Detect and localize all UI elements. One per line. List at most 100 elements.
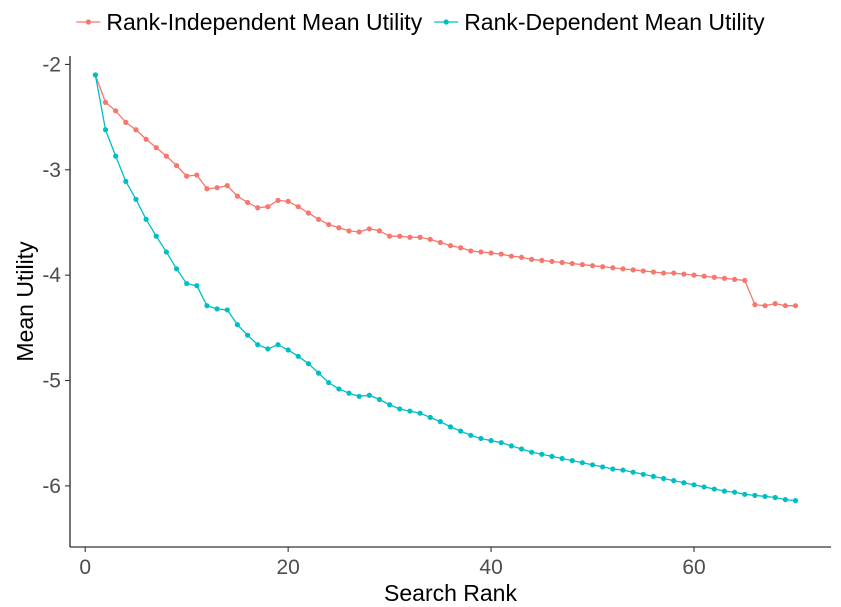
data-point bbox=[295, 204, 301, 210]
legend-key-point bbox=[443, 19, 449, 25]
data-point bbox=[721, 275, 728, 281]
data-point bbox=[285, 198, 291, 204]
data-point bbox=[376, 396, 383, 403]
data-point bbox=[356, 393, 362, 399]
data-point bbox=[610, 265, 616, 271]
data-point bbox=[640, 268, 646, 274]
data-point bbox=[589, 462, 596, 468]
data-point bbox=[346, 228, 352, 234]
series-2 bbox=[92, 72, 799, 504]
data-point bbox=[508, 253, 514, 259]
data-point bbox=[407, 234, 413, 240]
data-point bbox=[508, 443, 514, 449]
data-point bbox=[275, 342, 281, 348]
data-point bbox=[447, 424, 454, 430]
data-point bbox=[539, 257, 545, 264]
data-point bbox=[143, 136, 149, 142]
data-point bbox=[234, 322, 241, 328]
data-point bbox=[224, 183, 230, 189]
data-point bbox=[326, 221, 332, 228]
axes: 0 20 40 60 -2 -3 -4 -5 -6 bbox=[42, 53, 831, 579]
data-point bbox=[549, 453, 555, 459]
data-point bbox=[772, 301, 778, 307]
data-point bbox=[123, 178, 129, 184]
data-point bbox=[792, 498, 799, 504]
data-point bbox=[224, 307, 230, 313]
data-point bbox=[549, 258, 555, 265]
legend-label: Rank-Dependent Mean Utility bbox=[464, 9, 765, 35]
data-point bbox=[356, 229, 362, 235]
data-point bbox=[660, 475, 667, 482]
data-point bbox=[244, 332, 251, 338]
data-point bbox=[397, 406, 403, 412]
data-point bbox=[630, 469, 636, 475]
data-point bbox=[397, 233, 403, 239]
data-point bbox=[600, 264, 606, 270]
data-point bbox=[732, 489, 738, 495]
data-point bbox=[387, 402, 393, 408]
data-point bbox=[660, 270, 667, 276]
data-point bbox=[488, 437, 494, 444]
data-point bbox=[468, 248, 474, 254]
data-point bbox=[113, 153, 119, 159]
data-point bbox=[143, 216, 149, 222]
data-point bbox=[173, 266, 180, 272]
data-point bbox=[752, 302, 758, 308]
series-line bbox=[94, 74, 796, 502]
data-point bbox=[762, 303, 768, 309]
data-point bbox=[721, 488, 728, 494]
data-point bbox=[691, 272, 697, 278]
data-point bbox=[782, 303, 788, 309]
data-point bbox=[458, 245, 464, 251]
data-point bbox=[569, 458, 575, 464]
data-point bbox=[620, 467, 626, 473]
data-point bbox=[711, 274, 717, 280]
data-point bbox=[468, 432, 474, 438]
data-point bbox=[650, 269, 657, 275]
data-point bbox=[437, 419, 443, 425]
legend: Rank-Independent Mean Utility Rank-Depend… bbox=[76, 9, 765, 35]
x-tick-label: 0 bbox=[79, 556, 91, 579]
data-point bbox=[458, 428, 464, 434]
data-point bbox=[630, 267, 636, 273]
data-point bbox=[559, 259, 565, 266]
data-point bbox=[691, 482, 697, 488]
data-point bbox=[742, 277, 748, 284]
data-point bbox=[427, 236, 433, 242]
data-point bbox=[315, 216, 322, 222]
data-point bbox=[498, 440, 504, 446]
data-point bbox=[579, 460, 586, 466]
data-point bbox=[640, 471, 646, 477]
data-point bbox=[417, 234, 423, 240]
data-point bbox=[315, 370, 322, 376]
data-point bbox=[113, 108, 119, 114]
x-axis-title: Search Rank bbox=[384, 580, 517, 606]
y-tick-label: -5 bbox=[42, 370, 61, 393]
data-point bbox=[711, 486, 717, 492]
data-point bbox=[153, 145, 159, 151]
data-point bbox=[589, 263, 596, 269]
x-tick-label: 40 bbox=[479, 556, 502, 579]
data-point bbox=[133, 127, 139, 133]
data-point bbox=[792, 303, 799, 309]
data-point bbox=[214, 306, 220, 312]
data-point bbox=[204, 303, 210, 309]
data-point bbox=[163, 153, 169, 159]
data-point bbox=[600, 464, 606, 470]
x-tick-label: 20 bbox=[276, 556, 299, 579]
data-point bbox=[133, 196, 139, 202]
data-point bbox=[437, 239, 443, 246]
data-point bbox=[265, 204, 271, 210]
data-point bbox=[346, 390, 352, 396]
data-point bbox=[772, 494, 778, 501]
data-point bbox=[671, 478, 677, 484]
data-point bbox=[681, 480, 687, 486]
y-tick-label: -4 bbox=[42, 264, 61, 287]
data-point bbox=[173, 162, 180, 169]
data-point bbox=[184, 280, 190, 287]
legend-item: Rank-Dependent Mean Utility bbox=[434, 9, 765, 35]
data-point bbox=[529, 256, 535, 262]
data-point bbox=[255, 205, 261, 211]
data-point bbox=[478, 435, 484, 442]
